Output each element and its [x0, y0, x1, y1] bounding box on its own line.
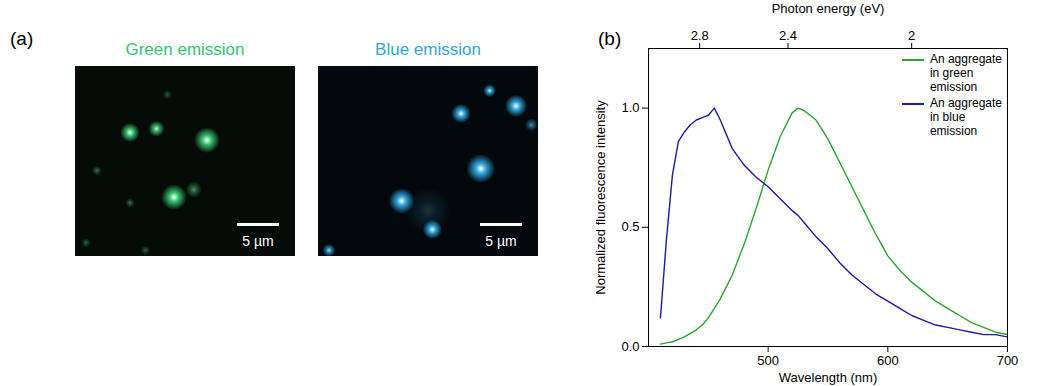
- svg-text:5 µm: 5 µm: [242, 233, 273, 249]
- html-text:Blue emission: Blue emission: [375, 40, 481, 59]
- svg-text:0.5: 0.5: [621, 219, 639, 234]
- html-text:(a): (a): [10, 28, 34, 49]
- html-text:An aggregate: An aggregate: [929, 52, 1002, 66]
- svg-text:700: 700: [997, 353, 1019, 368]
- html-text:(b): (b): [598, 28, 622, 49]
- svg-text:600: 600: [877, 353, 899, 368]
- svg-text:Wavelength (nm): Wavelength (nm): [779, 370, 878, 385]
- svg-text:2: 2: [908, 28, 915, 43]
- html-text:in green: in green: [929, 66, 974, 80]
- svg-text:2.8: 2.8: [691, 28, 709, 43]
- html-text:emission: emission: [929, 124, 978, 138]
- svg-text:Photon energy (eV): Photon energy (eV): [772, 1, 885, 16]
- svg-text:Normalized fluorescence intens: Normalized fluorescence intensity: [593, 100, 608, 295]
- svg-text:2.4: 2.4: [779, 28, 797, 43]
- svg-text:0.0: 0.0: [621, 339, 639, 354]
- html-text:An aggregate: An aggregate: [929, 96, 1002, 110]
- svg-text:5 µm: 5 µm: [485, 233, 516, 249]
- svg-text:500: 500: [757, 353, 779, 368]
- html-text:emission: emission: [929, 80, 978, 94]
- html-text:in blue: in blue: [929, 110, 966, 124]
- html-text:Green emission: Green emission: [125, 40, 245, 59]
- svg-text:1.0: 1.0: [621, 100, 639, 115]
